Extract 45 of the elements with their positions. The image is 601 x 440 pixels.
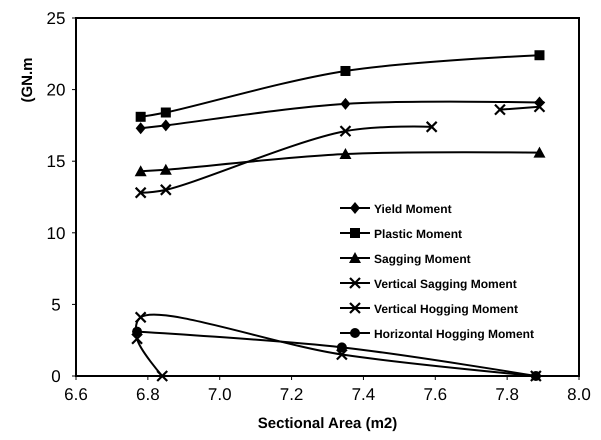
point <box>336 342 347 352</box>
point <box>156 370 168 382</box>
point <box>534 50 544 60</box>
point <box>160 108 171 118</box>
point <box>340 66 350 76</box>
x-tick-label: 7.4 <box>352 385 376 404</box>
y-tick-label: 25 <box>46 9 66 28</box>
legend-label: Horizontal Hogging Moment <box>374 327 534 341</box>
legend-label: Plastic Moment <box>374 227 462 241</box>
point <box>134 186 147 199</box>
y-tick-label: 0 <box>51 367 61 386</box>
legend-label: Vertical Sagging Moment <box>374 277 517 291</box>
point <box>339 125 352 138</box>
point <box>160 164 172 175</box>
x-tick-label: 7.2 <box>280 385 304 404</box>
legend-label: Vertical Hogging Moment <box>374 302 518 316</box>
legend-label: Yield Moment <box>374 202 452 216</box>
y-tick-label: 20 <box>46 80 66 100</box>
y-tick-label: 15 <box>46 152 66 172</box>
x-tick-label: 8.0 <box>567 385 591 404</box>
point <box>336 348 348 361</box>
point <box>134 311 147 324</box>
point <box>130 332 144 345</box>
point <box>340 98 350 110</box>
legend-label: Sagging Moment <box>374 252 471 266</box>
y-axis-title: (GN.m <box>19 58 36 102</box>
point <box>136 122 146 134</box>
point <box>494 104 506 116</box>
point <box>136 112 146 122</box>
x-tick-label: 7.6 <box>423 385 448 404</box>
x-tick-label: 7.0 <box>208 385 232 404</box>
point <box>134 165 147 176</box>
point <box>160 119 171 132</box>
point <box>132 326 142 337</box>
x-tick-label: 6.6 <box>64 385 88 404</box>
point <box>339 148 352 160</box>
point <box>160 184 172 196</box>
point <box>533 146 546 158</box>
y-tick-label: 10 <box>46 224 66 243</box>
point <box>426 120 438 133</box>
x-tick-label: 6.8 <box>136 385 160 404</box>
x-axis-title: Sectional Area (m2) <box>258 415 398 432</box>
x-tick-label: 7.8 <box>495 385 519 404</box>
point <box>533 100 546 113</box>
y-tick-label: 5 <box>51 295 61 314</box>
